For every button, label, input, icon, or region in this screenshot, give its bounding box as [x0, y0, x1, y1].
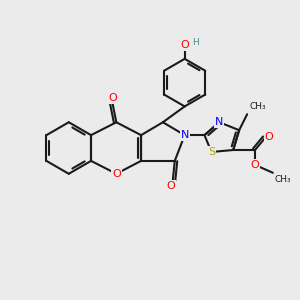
Text: O: O	[250, 160, 260, 170]
Text: O: O	[112, 169, 121, 179]
Text: N: N	[181, 130, 189, 140]
Text: O: O	[265, 132, 273, 142]
Text: CH₃: CH₃	[275, 175, 292, 184]
Text: H: H	[193, 38, 200, 46]
Text: CH₃: CH₃	[249, 102, 266, 111]
Text: N: N	[215, 117, 224, 127]
Text: O: O	[167, 181, 175, 190]
Text: O: O	[180, 40, 189, 50]
Text: O: O	[108, 93, 117, 103]
Text: S: S	[208, 147, 215, 157]
